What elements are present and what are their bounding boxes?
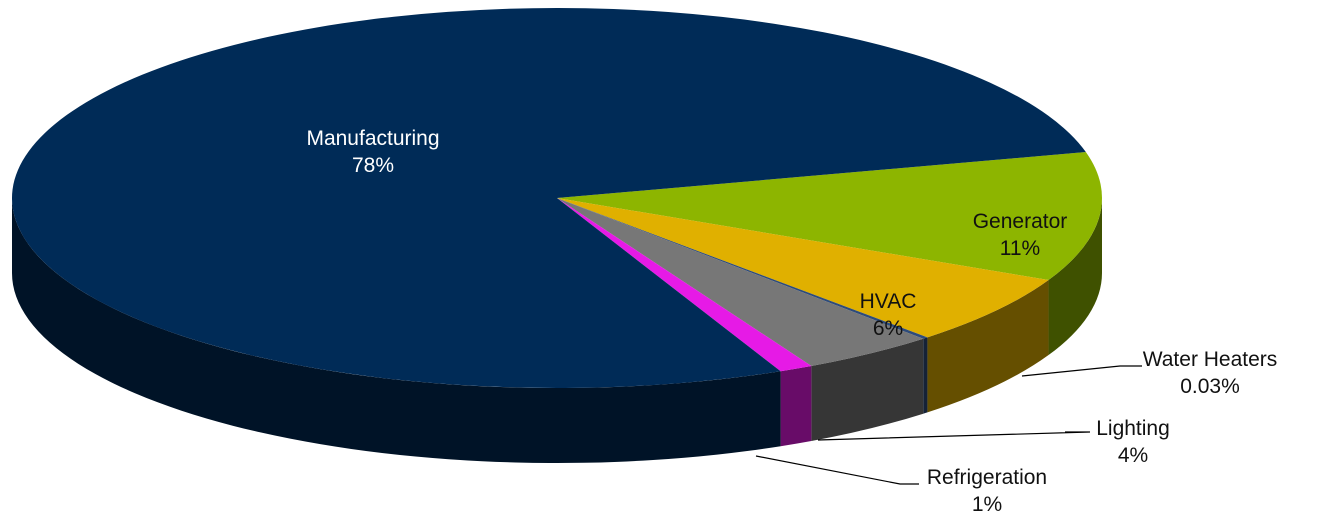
pie-side-walls xyxy=(12,198,1102,463)
pie-slice-lighting xyxy=(557,198,924,367)
slice-value-refrigeration: 1% xyxy=(972,493,1002,516)
pie-side-hvac xyxy=(927,280,1049,413)
slice-label-generator: Generator xyxy=(973,210,1068,233)
pie-slice-water-heaters xyxy=(557,198,928,339)
pie-slice-manufacturing xyxy=(12,8,1086,389)
slice-label-hvac: HVAC xyxy=(860,290,917,313)
pie-slice-hvac xyxy=(557,198,1049,338)
slice-label-lighting: Lighting xyxy=(1096,417,1170,440)
slice-value-water-heaters: 0.03% xyxy=(1180,375,1240,398)
pie-side-lighting xyxy=(811,338,924,442)
slice-label-refrigeration: Refrigeration xyxy=(927,466,1047,489)
slice-labels: Manufacturing 78% Generator 11% HVAC 6% Water … xyxy=(306,127,1277,516)
slice-value-hvac: 6% xyxy=(873,317,903,340)
leader-line-water-heaters xyxy=(1021,365,1142,377)
pie-slice-tops xyxy=(12,8,1102,389)
pie-side-generator xyxy=(1048,198,1102,356)
slice-value-lighting: 4% xyxy=(1118,444,1148,467)
leader-line-refrigeration xyxy=(755,455,919,485)
pie-side-refrigeration xyxy=(780,366,812,447)
slice-label-manufacturing: Manufacturing xyxy=(306,127,439,150)
slice-value-manufacturing: 78% xyxy=(352,154,394,177)
pie-side-water-heaters xyxy=(923,337,928,414)
pie-slice-refrigeration xyxy=(557,198,812,372)
pie-slice-generator xyxy=(557,152,1102,281)
leader-line-lighting xyxy=(817,431,1091,441)
slice-label-water-heaters: Water Heaters xyxy=(1143,348,1278,371)
pie-side-manufacturing xyxy=(12,198,781,463)
label-leader-lines xyxy=(755,365,1142,485)
slice-value-generator: 11% xyxy=(1000,237,1040,260)
